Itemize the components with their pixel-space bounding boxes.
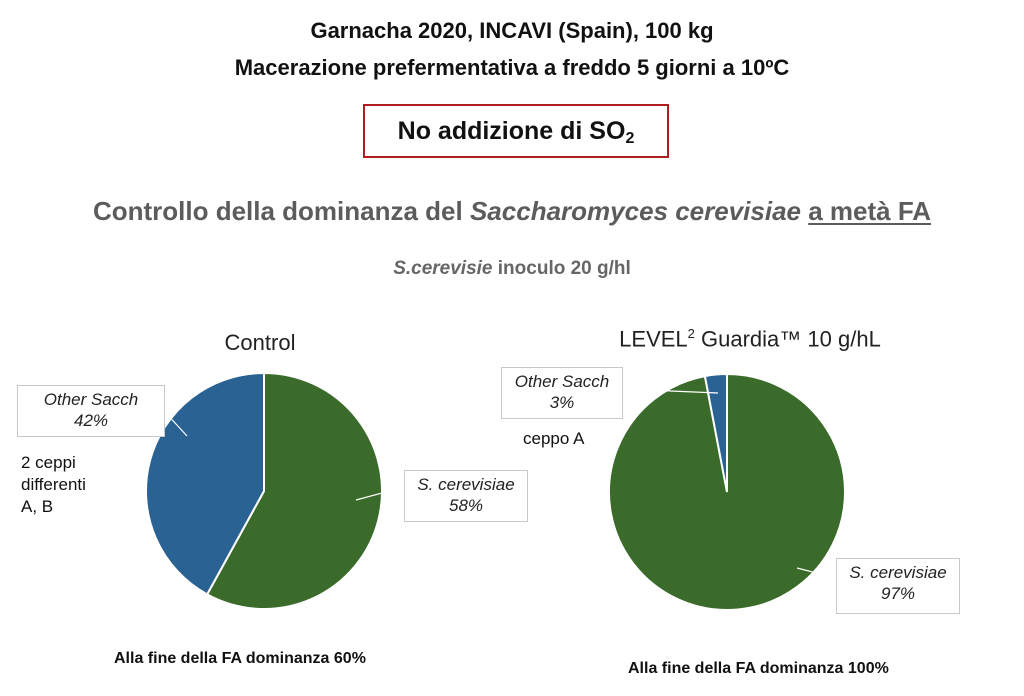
- level-footer: Alla fine della FA dominanza 100%: [628, 660, 889, 677]
- control-cerevisiae-value: 58%: [448, 496, 484, 515]
- level-slice-other: [703, 372, 728, 493]
- level-cerevisiae-callout: S. cerevisiae 97%: [836, 558, 960, 614]
- notice-text: No addizione di SO: [397, 117, 626, 145]
- section-heading: Controllo della dominanza del Saccharomy…: [0, 196, 1024, 227]
- level-note-line-1: ceppo A: [523, 429, 585, 448]
- heading-suffix: a metà FA: [808, 196, 932, 226]
- control-cerevisiae-leader: [355, 486, 405, 501]
- level-other-value: 3%: [549, 393, 575, 412]
- control-note-line-2: differenti: [21, 475, 86, 494]
- control-note-line-3: A, B: [21, 497, 54, 516]
- title-line-2: Macerazione prefermentativa a freddo 5 g…: [234, 55, 790, 80]
- level-other-label: Other Sacch: [514, 372, 610, 391]
- level-other-leader: [622, 388, 719, 394]
- control-other-value: 42%: [73, 411, 109, 430]
- control-note-line-1: 2 ceppi: [21, 453, 76, 472]
- level-title-suffix: Guardia™ 10 g/hL: [694, 326, 881, 352]
- level-pie: [608, 372, 846, 611]
- callout-leaders: [164, 388, 837, 579]
- heading-prefix: Controllo della dominanza del: [92, 196, 470, 226]
- level-chart-title: LEVEL2 Guardia™ 10 g/hL: [580, 326, 920, 352]
- control-other-leader: [164, 411, 188, 437]
- level-title-prefix: LEVEL: [619, 326, 688, 352]
- inoculum-species: S.cerevisie: [393, 258, 493, 279]
- inoculum-text: inoculo 20 g/hl: [492, 258, 631, 279]
- control-strain-note: 2 ceppi differenti A, B: [21, 452, 86, 518]
- control-slice-other: [145, 371, 265, 596]
- notice-box: No addizione di SO2: [363, 104, 669, 158]
- control-cerevisiae-callout: S. cerevisiae 58%: [404, 470, 528, 522]
- control-footer: Alla fine della FA dominanza 60%: [114, 650, 366, 667]
- heading-species: Saccharomyces cerevisiae: [469, 196, 801, 226]
- level-cerevisiae-label: S. cerevisiae: [849, 563, 947, 582]
- level-strain-note: ceppo A: [523, 428, 584, 450]
- control-other-label: Other Sacch: [43, 390, 139, 409]
- control-other-callout: Other Sacch 42%: [17, 385, 165, 437]
- level-title-superscript: 2: [687, 326, 695, 341]
- control-cerevisiae-label: S. cerevisiae: [417, 475, 515, 494]
- notice-subscript: 2: [625, 130, 635, 147]
- level-cerevisiae-value: 97%: [880, 584, 916, 603]
- control-slice-cerevisiae: [205, 371, 383, 610]
- level-other-callout: Other Sacch 3%: [501, 367, 623, 419]
- title-line-1: Garnacha 2020, INCAVI (Spain), 100 kg: [310, 18, 714, 43]
- level-cerevisiae-leader: [796, 567, 837, 579]
- inoculum-line: S.cerevisie inoculo 20 g/hl: [0, 258, 1024, 280]
- control-pie: [145, 371, 383, 610]
- control-chart-title: Control: [224, 330, 296, 355]
